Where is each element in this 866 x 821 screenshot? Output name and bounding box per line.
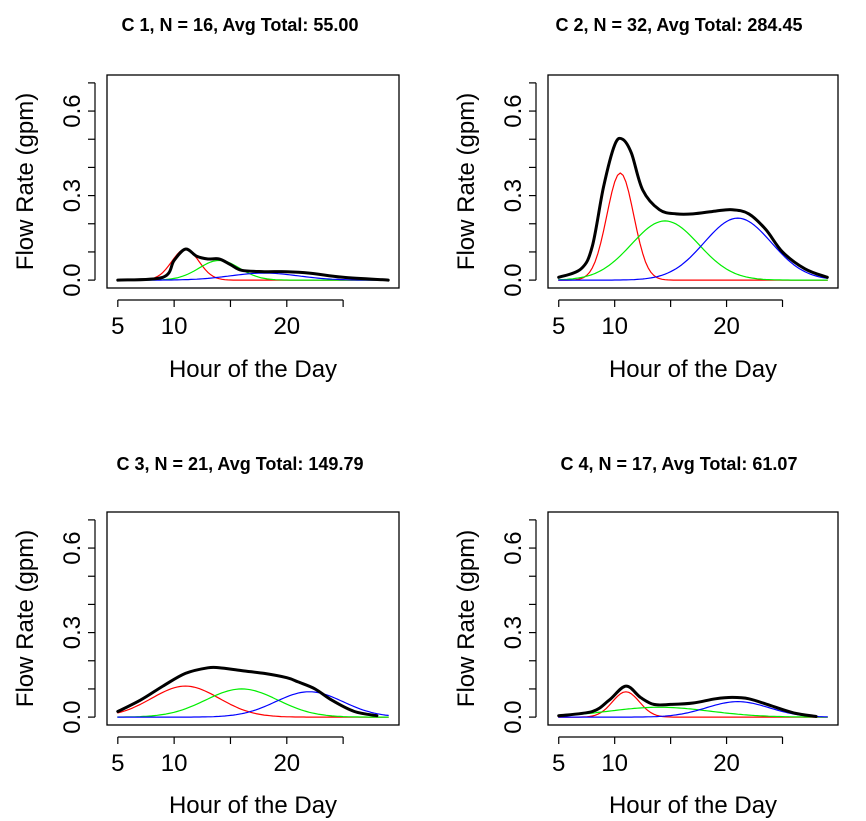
panel-1-title: C 1, N = 16, Avg Total: 55.00 bbox=[122, 15, 359, 35]
panel-1-x-tick-label: 10 bbox=[161, 313, 188, 340]
panel-1-total-curve bbox=[116, 247, 390, 282]
panel-2-component-curve-2 bbox=[558, 220, 828, 281]
panel-1-y-tick-label: 0.3 bbox=[59, 179, 86, 212]
panel-3-y-axis-label: Flow Rate (gpm) bbox=[12, 530, 39, 707]
panel-1-plot-frame bbox=[106, 74, 400, 289]
panel-1-y-tick-label: 0.6 bbox=[59, 94, 86, 127]
panel-4-y-tick-label: 0.6 bbox=[500, 531, 527, 564]
panel-2-plot-frame bbox=[547, 74, 839, 289]
panel-4-component-curve-2 bbox=[558, 706, 828, 718]
panel-2-y-tick-label: 0.6 bbox=[500, 94, 527, 127]
panel-3-x-tick-label: 20 bbox=[273, 750, 300, 777]
panel-4-title: C 4, N = 17, Avg Total: 61.07 bbox=[561, 454, 798, 474]
panel-4-y-tick-label: 0.0 bbox=[500, 700, 527, 733]
panel-2-x-tick-label: 5 bbox=[552, 313, 565, 340]
panel-1-x-tick-label: 5 bbox=[111, 313, 124, 340]
panel-3-y-tick-label: 0.0 bbox=[59, 700, 86, 733]
panel-2-x-axis-label: Hour of the Day bbox=[609, 356, 777, 383]
panel-1-x-tick-label: 20 bbox=[273, 313, 300, 340]
panel-3-y-tick-label: 0.6 bbox=[59, 531, 86, 564]
panel-2-title: C 2, N = 32, Avg Total: 284.45 bbox=[556, 15, 803, 35]
panel-3-y-tick-label: 0.3 bbox=[59, 616, 86, 649]
panel-2-component-curve-1 bbox=[558, 172, 828, 281]
panel-4-plot-frame bbox=[547, 511, 839, 726]
panel-4-x-axis-label: Hour of the Day bbox=[609, 792, 777, 819]
panel-4-y-tick-label: 0.3 bbox=[500, 616, 527, 649]
panel-1-x-axis-label: Hour of the Day bbox=[169, 356, 337, 383]
panel-4-x-tick-label: 20 bbox=[713, 750, 740, 777]
panel-3-title: C 3, N = 21, Avg Total: 149.79 bbox=[117, 454, 364, 474]
panel-2-y-axis-label: Flow Rate (gpm) bbox=[453, 93, 480, 270]
panel-2-y-tick-label: 0.3 bbox=[500, 179, 527, 212]
panel-1-component-curve-3 bbox=[117, 272, 389, 281]
panel-3-total-curve bbox=[116, 665, 379, 718]
panel-3-component-curve-2 bbox=[117, 688, 389, 718]
panel-4-x-tick-label: 10 bbox=[601, 750, 628, 777]
panel-1-y-axis-label: Flow Rate (gpm) bbox=[12, 93, 39, 270]
panel-2-total-curve bbox=[557, 136, 829, 279]
panel-3-x-tick-label: 10 bbox=[161, 750, 188, 777]
panel-4-x-tick-label: 5 bbox=[552, 750, 565, 777]
panel-3-component-curve-3 bbox=[117, 691, 389, 718]
panel-4-component-curve-3 bbox=[558, 701, 828, 718]
panel-3-x-axis-label: Hour of the Day bbox=[169, 792, 337, 819]
panel-2-y-tick-label: 0.0 bbox=[500, 263, 527, 296]
panel-2-x-tick-label: 10 bbox=[601, 313, 628, 340]
panel-4-total-curve bbox=[557, 684, 818, 718]
panel-1-y-tick-label: 0.0 bbox=[59, 263, 86, 296]
panel-3-plot-frame bbox=[106, 511, 400, 726]
panel-3-x-tick-label: 5 bbox=[111, 750, 124, 777]
panel-4-y-axis-label: Flow Rate (gpm) bbox=[453, 530, 480, 707]
panel-2-component-curve-3 bbox=[558, 217, 828, 281]
panel-2-x-tick-label: 20 bbox=[713, 313, 740, 340]
